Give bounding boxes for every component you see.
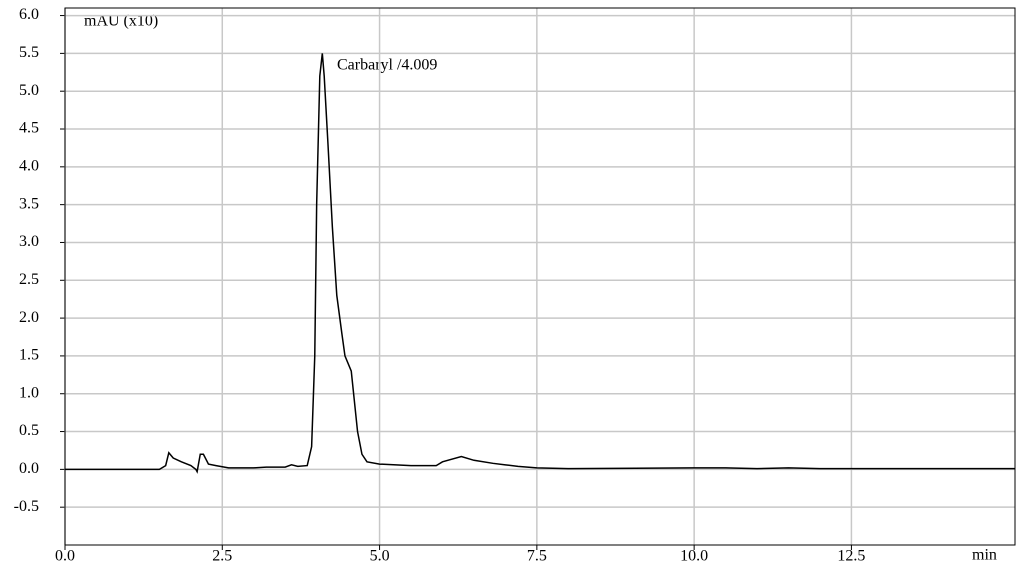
y-tick-label: 0.0 bbox=[19, 460, 39, 477]
x-tick-label: 5.0 bbox=[370, 548, 390, 565]
x-tick-label: 12.5 bbox=[837, 548, 865, 565]
y-tick-label: 3.0 bbox=[19, 233, 39, 250]
y-tick-label: 1.5 bbox=[19, 347, 39, 364]
annotation: Carbaryl /4.009 bbox=[337, 57, 437, 74]
y-tick-label: 1.0 bbox=[19, 384, 39, 401]
x-tick-label: 2.5 bbox=[212, 548, 232, 565]
y-tick-label: -0.5 bbox=[14, 498, 39, 515]
y-tick-label: 4.0 bbox=[19, 158, 39, 175]
y-tick-label: 3.5 bbox=[19, 195, 39, 212]
plot-frame bbox=[64, 7, 1016, 546]
y-tick-label: 4.5 bbox=[19, 120, 39, 137]
x-tick-label: 10.0 bbox=[680, 548, 708, 565]
y-tick-label: 6.0 bbox=[19, 6, 39, 23]
x-axis-label: min bbox=[972, 547, 997, 564]
y-tick-label: 5.0 bbox=[19, 82, 39, 99]
trace-line bbox=[65, 53, 1015, 474]
x-tick-label: 0.0 bbox=[55, 548, 75, 565]
x-tick-label: 7.5 bbox=[527, 548, 547, 565]
y-tick-label: 2.5 bbox=[19, 271, 39, 288]
y-axis-label: mAU (x10) bbox=[84, 13, 158, 30]
y-tick-label: 0.5 bbox=[19, 422, 39, 439]
y-tick-label: 2.0 bbox=[19, 309, 39, 326]
y-tick-label: 5.5 bbox=[19, 44, 39, 61]
